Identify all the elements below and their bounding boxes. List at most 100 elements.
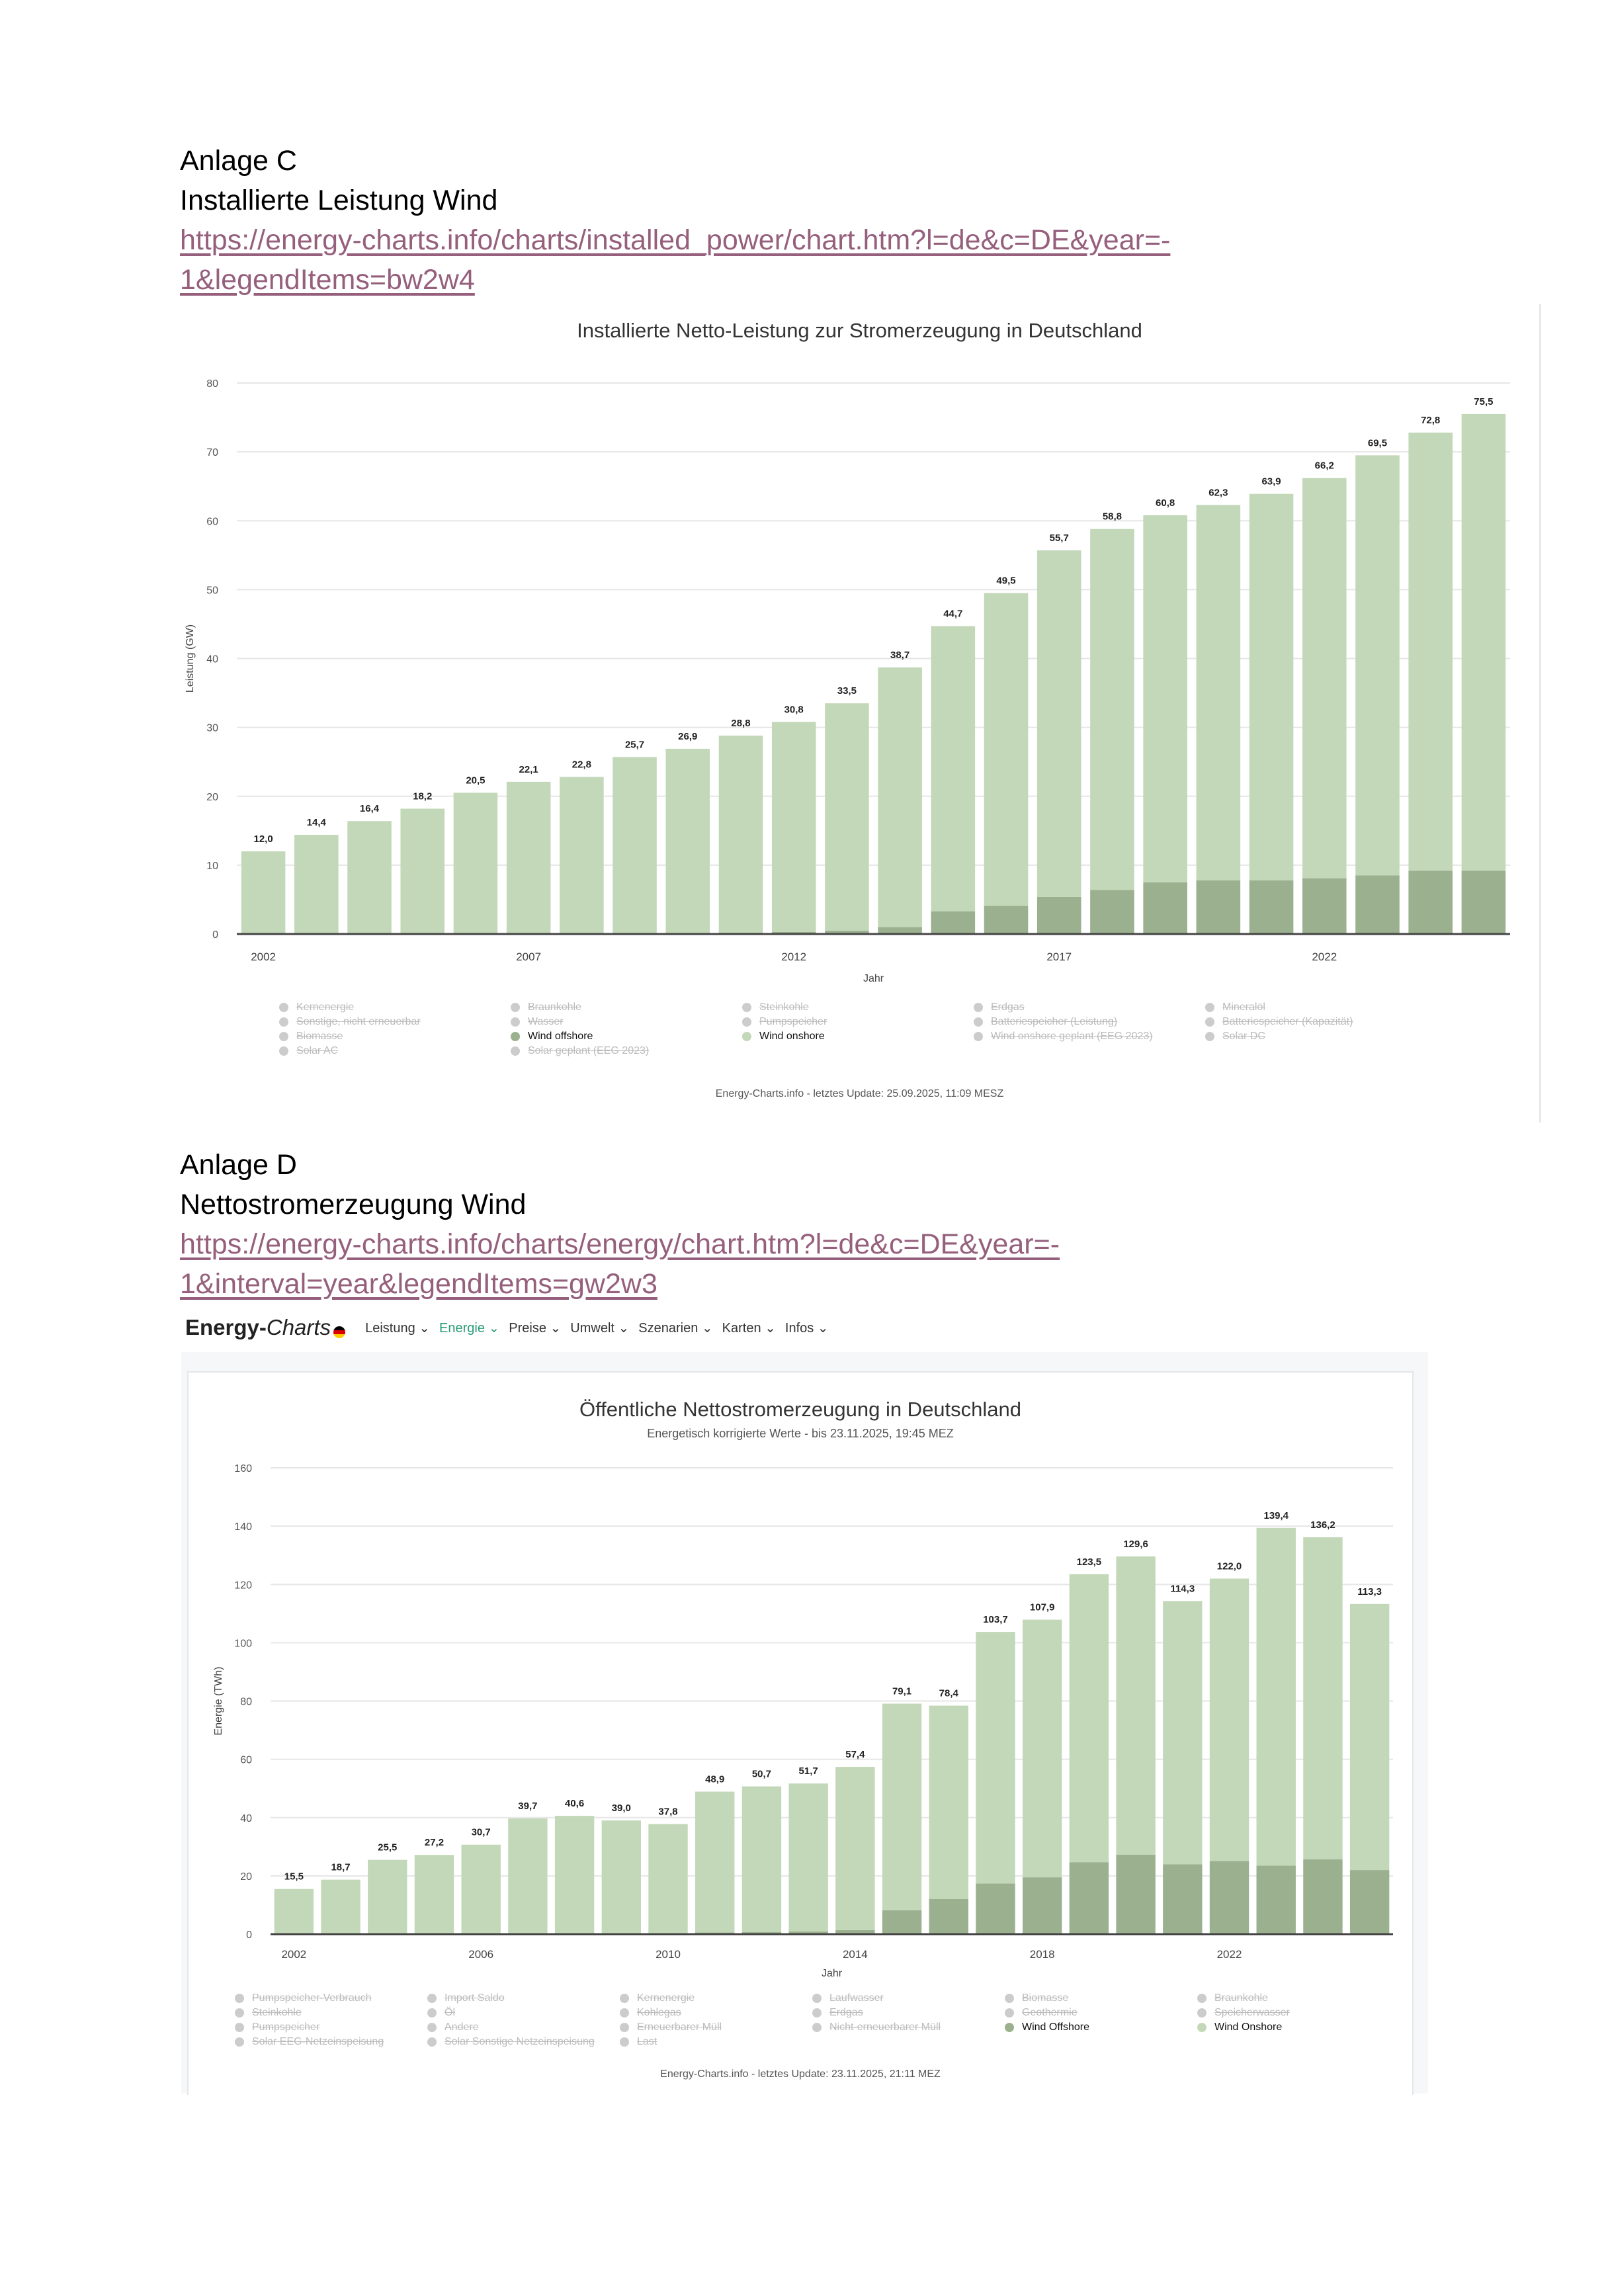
legend-item[interactable]: Laufwasser xyxy=(812,1991,941,2006)
bar-wind-onshore xyxy=(1302,478,1347,878)
legend-item[interactable]: Wind Offshore xyxy=(1005,2020,1089,2035)
energy-charts-logo[interactable]: Energy- Charts xyxy=(185,1315,346,1340)
anlage-d-heading: Anlage D xyxy=(180,1149,297,1181)
data-label: 50,7 xyxy=(752,1769,771,1780)
legend-item[interactable]: Wind Onshore xyxy=(1197,2020,1290,2035)
bar-wind-onshore xyxy=(835,1767,875,1930)
legend-item[interactable]: Wind onshore geplant (EEG 2023) xyxy=(974,1029,1153,1044)
data-label: 27,2 xyxy=(425,1837,444,1848)
anlage-c-subheading: Installierte Leistung Wind xyxy=(180,185,498,216)
legend-item[interactable]: Steinkohle xyxy=(235,2006,384,2020)
legend-item[interactable]: Wind offshore xyxy=(511,1029,649,1044)
data-label: 15,5 xyxy=(284,1871,304,1883)
legend-dot-icon xyxy=(1197,1994,1206,2003)
data-label: 26,9 xyxy=(678,731,697,742)
chart-plot: 0 20 40 60 80 100 120 140 160 15,5 2002 18,7 25,5 27,… xyxy=(213,1463,1393,1979)
data-label: 22,1 xyxy=(519,764,538,775)
legend-label: Wasser xyxy=(528,1016,564,1027)
nav-item-5[interactable]: Karten ⌄ xyxy=(722,1320,776,1336)
data-label: 49,5 xyxy=(996,575,1015,587)
legend-item[interactable]: Import Saldo xyxy=(427,1991,595,2006)
legend-dot-icon xyxy=(427,2037,437,2047)
anlage-c-link-line2[interactable]: 1&legendItems=bw2w4 xyxy=(180,264,475,296)
bar-wind-onshore xyxy=(368,1859,407,1934)
legend-label: Last xyxy=(637,2036,657,2047)
legend-item[interactable]: Pumpspeicher-Verbrauch xyxy=(235,1991,384,2006)
legend-item[interactable]: Kohlegas xyxy=(620,2006,722,2020)
legend-item[interactable]: Speicherwasser xyxy=(1197,2006,1290,2020)
data-label: 18,2 xyxy=(413,790,432,802)
legend-item[interactable]: Biomasse xyxy=(1005,1991,1089,2006)
nav-item-1[interactable]: Energie ⌄ xyxy=(439,1320,500,1336)
legend-item[interactable]: Solar Sonstige Netzeinspeisung xyxy=(427,2035,595,2049)
legend-item[interactable]: Erdgas xyxy=(812,2006,941,2020)
legend-item[interactable]: Braunkohle xyxy=(511,1000,649,1015)
legend-item[interactable]: Erdgas xyxy=(974,1000,1153,1015)
bar-wind-onshore xyxy=(1209,1578,1249,1861)
legend-item[interactable]: Solar AC xyxy=(279,1044,421,1058)
bar-wind-onshore xyxy=(274,1889,314,1934)
bar-wind-onshore xyxy=(1196,505,1241,880)
y-tick-label: 20 xyxy=(240,1871,252,1883)
bar-wind-offshore xyxy=(1163,1864,1203,1934)
legend-item[interactable]: Kernenergie xyxy=(279,1000,421,1015)
anlage-d-link-line2[interactable]: 1&interval=year&legendItems=gw2w3 xyxy=(180,1268,657,1300)
bar-wind-offshore xyxy=(1196,880,1241,934)
legend-item[interactable]: Braunkohle xyxy=(1197,1991,1290,2006)
legend-item[interactable]: Solar EEG-Netzeinspeisung xyxy=(235,2035,384,2049)
data-label: 28,8 xyxy=(731,718,750,729)
nav-item-6[interactable]: Infos ⌄ xyxy=(784,1320,829,1336)
nav-item-3[interactable]: Umwelt ⌄ xyxy=(570,1320,630,1336)
bar-wind-onshore xyxy=(1143,515,1187,882)
legend-item[interactable]: Batteriespeicher (Leistung) xyxy=(974,1015,1153,1029)
anlage-c-link-line1[interactable]: https://energy-charts.info/charts/instal… xyxy=(180,224,1171,256)
legend-label: Laufwasser xyxy=(829,1992,884,2004)
nav-item-2[interactable]: Preise ⌄ xyxy=(509,1320,562,1336)
x-tick-label: 2022 xyxy=(1312,951,1337,963)
data-label: 103,7 xyxy=(983,1614,1008,1625)
legend-item[interactable]: Pumpspeicher xyxy=(742,1015,827,1029)
bar-wind-onshore xyxy=(929,1705,968,1899)
legend-item[interactable]: Wasser xyxy=(511,1015,649,1029)
y-tick-label: 140 xyxy=(234,1521,252,1533)
legend-dot-icon xyxy=(620,1994,629,2003)
legend-label: Biomasse xyxy=(1022,1992,1069,2004)
legend-dot-icon xyxy=(511,1032,520,1041)
anlage-d-link-line1[interactable]: https://energy-charts.info/charts/energy… xyxy=(180,1228,1060,1260)
legend-dot-icon xyxy=(742,1032,751,1041)
legend-item[interactable]: Mineralöl xyxy=(1205,1000,1353,1015)
legend-item[interactable]: Steinkohle xyxy=(742,1000,827,1015)
bar-wind-offshore xyxy=(835,1930,875,1934)
legend-item[interactable]: Erneuerbarer Müll xyxy=(620,2020,722,2035)
german-flag-icon xyxy=(333,1326,346,1338)
legend-item[interactable]: Solar geplant (EEG 2023) xyxy=(511,1044,649,1058)
y-tick-label: 30 xyxy=(206,723,218,734)
legend-label: Biomasse xyxy=(296,1031,343,1042)
legend-label: Geothermie xyxy=(1022,2007,1078,2018)
legend-dot-icon xyxy=(1197,2023,1206,2032)
legend-item[interactable]: Wind onshore xyxy=(742,1029,827,1044)
y-tick-label: 10 xyxy=(206,861,218,872)
bar-wind-onshore xyxy=(718,736,763,933)
bar-wind-onshore xyxy=(508,1818,548,1934)
bar-wind-offshore xyxy=(1022,1877,1062,1934)
bar-wind-offshore xyxy=(1355,875,1400,934)
legend-item[interactable]: Biomasse xyxy=(279,1029,421,1044)
legend-item[interactable]: Andere xyxy=(427,2020,595,2035)
legend-item[interactable]: Solar DC xyxy=(1205,1029,1353,1044)
legend-item[interactable]: Sonstige, nicht erneuerbar xyxy=(279,1015,421,1029)
nav-item-4[interactable]: Szenarien ⌄ xyxy=(638,1320,713,1336)
legend-item[interactable]: Pumpspeicher xyxy=(235,2020,384,2035)
legend-dot-icon xyxy=(620,2037,629,2047)
legend-label: Wind onshore geplant (EEG 2023) xyxy=(991,1031,1153,1042)
legend-item[interactable]: Kernenergie xyxy=(620,1991,722,2006)
legend-item[interactable]: Nicht-erneuerbarer Müll xyxy=(812,2020,941,2035)
nav-item-0[interactable]: Leistung ⌄ xyxy=(365,1320,431,1336)
chart-subtitle: Energetisch korrigierte Werte - bis 23.1… xyxy=(647,1427,954,1440)
legend-item[interactable]: Geothermie xyxy=(1005,2006,1089,2020)
legend-item[interactable]: Last xyxy=(620,2035,722,2049)
y-tick-label: 50 xyxy=(206,585,218,596)
legend-item[interactable]: Öl xyxy=(427,2006,595,2020)
bar-wind-offshore xyxy=(1143,882,1187,934)
legend-item[interactable]: Batteriespeicher (Kapazität) xyxy=(1205,1015,1353,1029)
